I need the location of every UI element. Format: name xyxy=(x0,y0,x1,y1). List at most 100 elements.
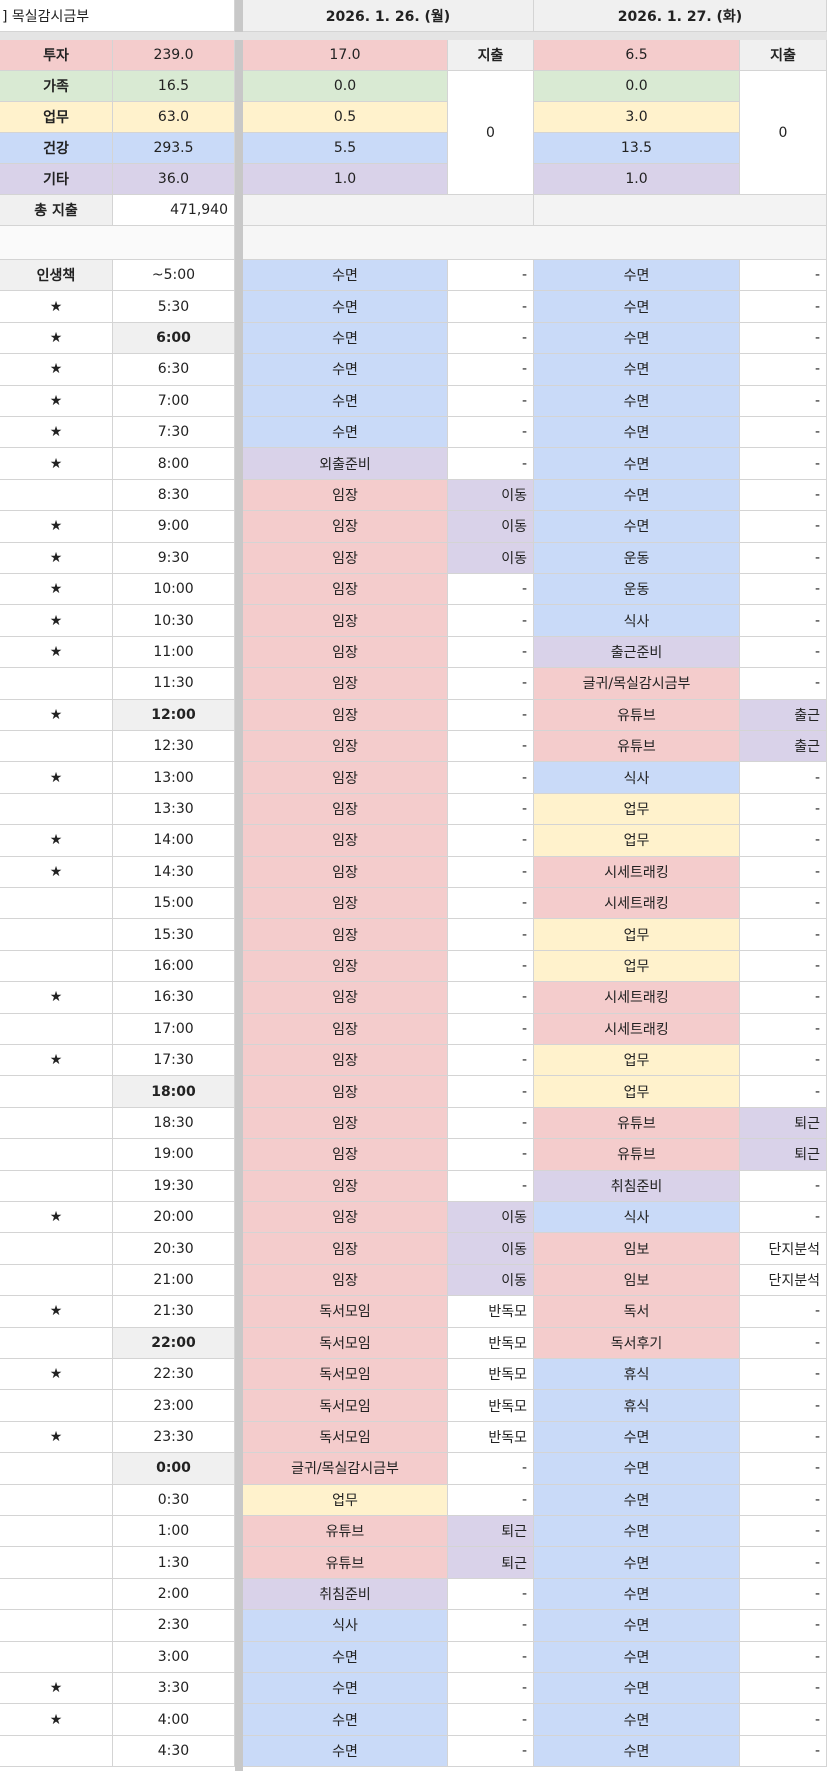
day2-note[interactable]: - xyxy=(740,1516,827,1548)
day2-activity[interactable]: 독서후기 xyxy=(534,1327,740,1359)
time-slot[interactable]: 21:00 xyxy=(113,1264,235,1297)
day1-activity[interactable]: 독서모임 xyxy=(243,1327,448,1359)
day2-activity[interactable]: 업무 xyxy=(534,793,740,826)
star-mark[interactable] xyxy=(0,1641,113,1673)
day2-activity[interactable]: 출근준비 xyxy=(534,636,740,669)
day2-activity[interactable]: 시세트래킹 xyxy=(534,1013,740,1045)
day1-note[interactable]: - xyxy=(448,1578,534,1611)
star-mark[interactable]: ★ xyxy=(0,322,113,355)
day2-note[interactable]: 퇴근 xyxy=(740,1107,827,1140)
day1-activity[interactable]: 임장 xyxy=(243,856,448,888)
day2-activity[interactable]: 수면 xyxy=(534,1578,740,1611)
day2-note[interactable]: - xyxy=(740,1735,827,1768)
expense-value[interactable]: 0 xyxy=(448,71,534,195)
star-mark[interactable] xyxy=(0,1233,113,1265)
day1-note[interactable]: 이동 xyxy=(448,1233,534,1265)
time-slot[interactable]: 12:00 xyxy=(113,699,235,731)
day1-note[interactable]: - xyxy=(448,793,534,826)
category-total[interactable]: 16.5 xyxy=(113,71,235,102)
star-mark[interactable] xyxy=(0,1264,113,1297)
day2-activity[interactable]: 식사 xyxy=(534,762,740,794)
day1-note[interactable]: - xyxy=(448,1704,534,1736)
day1-activity[interactable]: 임장 xyxy=(243,731,448,763)
day1-note[interactable]: 이동 xyxy=(448,1202,534,1234)
day2-note[interactable]: 퇴근 xyxy=(740,1139,827,1171)
star-mark[interactable] xyxy=(0,1547,113,1579)
day1-activity[interactable]: 임장 xyxy=(243,1264,448,1297)
day1-note[interactable]: - xyxy=(448,825,534,857)
day1-activity[interactable]: 임장 xyxy=(243,1170,448,1202)
day-category-hours[interactable]: 6.5 xyxy=(534,40,740,71)
day2-activity[interactable]: 시세트래킹 xyxy=(534,856,740,888)
day2-activity[interactable]: 취침준비 xyxy=(534,1170,740,1202)
day2-date-header[interactable]: 2026. 1. 27. (화) xyxy=(534,0,827,32)
day2-note[interactable]: 출근 xyxy=(740,699,827,731)
day2-note[interactable]: - xyxy=(740,448,827,480)
day2-activity[interactable]: 휴식 xyxy=(534,1359,740,1391)
day1-note[interactable]: 이동 xyxy=(448,542,534,574)
time-slot[interactable]: 14:00 xyxy=(113,825,235,857)
day1-activity[interactable]: 임장 xyxy=(243,919,448,951)
day-category-hours[interactable]: 0.0 xyxy=(243,71,448,102)
day1-note[interactable]: - xyxy=(448,1735,534,1768)
day1-activity[interactable]: 임장 xyxy=(243,1013,448,1045)
day2-activity[interactable]: 업무 xyxy=(534,1076,740,1108)
day2-note[interactable]: - xyxy=(740,1421,827,1454)
time-slot[interactable]: 18:00 xyxy=(113,1076,235,1108)
day-category-hours[interactable]: 0.5 xyxy=(243,102,448,133)
day-category-hours[interactable]: 1.0 xyxy=(243,164,448,195)
day2-activity[interactable]: 업무 xyxy=(534,1045,740,1077)
time-slot[interactable]: 20:30 xyxy=(113,1233,235,1265)
day1-note[interactable]: 반독모 xyxy=(448,1390,534,1422)
day2-activity[interactable]: 운동 xyxy=(534,574,740,606)
day1-note[interactable]: 반독모 xyxy=(448,1296,534,1328)
time-slot[interactable]: 7:00 xyxy=(113,385,235,417)
expense-header[interactable]: 지출 xyxy=(448,40,534,71)
day1-activity[interactable]: 임장 xyxy=(243,1076,448,1108)
time-slot[interactable]: 17:00 xyxy=(113,1013,235,1045)
day2-note[interactable]: - xyxy=(740,574,827,606)
day1-activity[interactable]: 수면 xyxy=(243,385,448,417)
expense-header[interactable]: 지출 xyxy=(740,40,827,71)
day1-note[interactable]: - xyxy=(448,1170,534,1202)
day1-activity[interactable]: 임장 xyxy=(243,825,448,857)
day2-note[interactable]: - xyxy=(740,542,827,574)
star-mark[interactable] xyxy=(0,793,113,826)
day2-note[interactable]: - xyxy=(740,605,827,637)
day1-note[interactable]: - xyxy=(448,1139,534,1171)
time-slot[interactable]: 3:00 xyxy=(113,1641,235,1673)
day1-note[interactable]: - xyxy=(448,919,534,951)
star-mark[interactable] xyxy=(0,1170,113,1202)
star-mark[interactable]: ★ xyxy=(0,1704,113,1736)
day2-activity[interactable]: 식사 xyxy=(534,1202,740,1234)
time-slot[interactable]: 9:30 xyxy=(113,542,235,574)
day2-activity[interactable]: 유튜브 xyxy=(534,731,740,763)
day2-activity[interactable]: 업무 xyxy=(534,950,740,983)
star-mark[interactable]: ★ xyxy=(0,354,113,386)
time-slot[interactable]: 18:30 xyxy=(113,1107,235,1140)
star-mark[interactable]: ★ xyxy=(0,1673,113,1705)
time-slot[interactable]: 12:30 xyxy=(113,731,235,763)
time-slot[interactable]: 16:00 xyxy=(113,950,235,983)
day2-activity[interactable]: 유튜브 xyxy=(534,1139,740,1171)
star-mark[interactable]: ★ xyxy=(0,699,113,731)
day2-note[interactable]: - xyxy=(740,793,827,826)
category-total[interactable]: 36.0 xyxy=(113,164,235,195)
day2-note[interactable]: - xyxy=(740,1296,827,1328)
day2-activity[interactable]: 임보 xyxy=(534,1264,740,1297)
day-total-blank[interactable] xyxy=(243,195,534,226)
day2-note[interactable]: - xyxy=(740,1359,827,1391)
day1-note[interactable]: - xyxy=(448,699,534,731)
star-mark[interactable] xyxy=(0,919,113,951)
day2-note[interactable]: - xyxy=(740,322,827,355)
day1-note[interactable]: - xyxy=(448,1484,534,1516)
day2-activity[interactable]: 유튜브 xyxy=(534,699,740,731)
time-slot[interactable]: ~5:00 xyxy=(113,260,235,292)
day-category-hours[interactable]: 1.0 xyxy=(534,164,740,195)
time-slot[interactable]: 10:00 xyxy=(113,574,235,606)
day1-activity[interactable]: 임장 xyxy=(243,1202,448,1234)
day1-activity[interactable]: 임장 xyxy=(243,950,448,983)
time-slot[interactable]: 15:00 xyxy=(113,888,235,920)
total-expense-value[interactable]: 471,940 xyxy=(113,195,235,226)
schedule-header[interactable]: 인생책 xyxy=(0,260,113,292)
